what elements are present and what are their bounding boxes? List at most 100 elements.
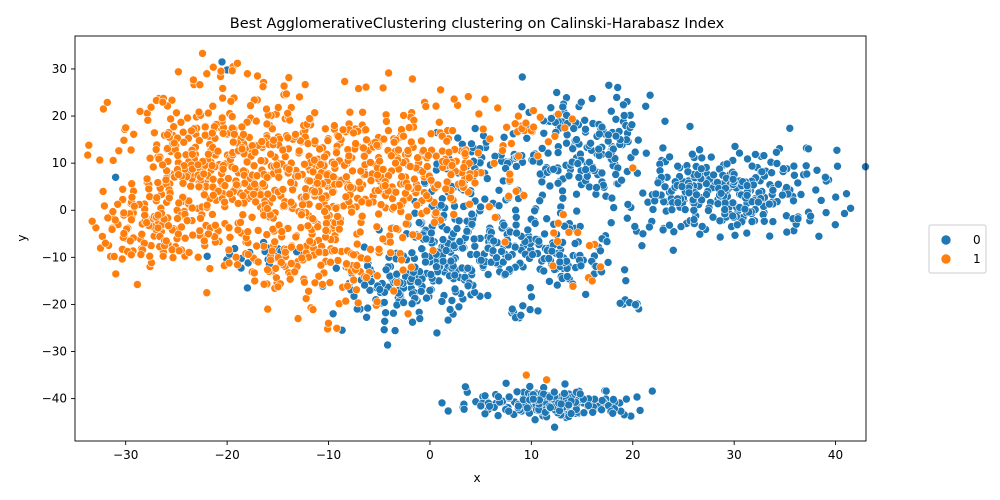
scatter-point-series-1	[204, 229, 213, 239]
chart-title: Best AgglomerativeClustering clustering …	[230, 16, 725, 32]
scatter-point-series-1	[211, 221, 220, 230]
scatter-point-series-1	[166, 114, 175, 124]
scatter-point-series-1	[405, 162, 415, 171]
scatter-point-series-1	[250, 147, 260, 157]
scatter-point-series-0	[708, 212, 718, 222]
scatter-point-series-0	[447, 296, 457, 305]
scatter-point-series-0	[667, 205, 677, 214]
scatter-point-series-0	[702, 179, 711, 188]
scatter-point-series-1	[408, 74, 417, 84]
scatter-point-series-0	[793, 178, 803, 188]
scatter-point-series-1	[406, 262, 416, 272]
scatter-point-series-1	[363, 254, 372, 264]
scatter-point-series-0	[742, 181, 752, 190]
scatter-point-series-1	[553, 237, 562, 246]
scatter-point-series-0	[603, 258, 613, 267]
scatter-point-series-1	[504, 191, 514, 201]
scatter-point-series-1	[295, 243, 305, 252]
scatter-point-series-1	[297, 210, 306, 219]
scatter-point-series-1	[296, 223, 306, 232]
scatter-point-series-0	[560, 389, 569, 398]
scatter-point-series-1	[258, 82, 268, 91]
scatter-point-series-1	[449, 210, 459, 219]
scatter-point-series-1	[145, 153, 155, 163]
scatter-point-series-0	[443, 406, 453, 416]
scatter-point-series-0	[486, 257, 496, 267]
scatter-point-series-1	[459, 163, 469, 172]
scatter-point-series-0	[772, 148, 781, 157]
scatter-point-series-0	[637, 241, 647, 250]
x-axis-label: x	[473, 471, 480, 485]
scatter-point-series-1	[372, 222, 382, 232]
scatter-point-series-0	[596, 246, 605, 256]
scatter-point-series-0	[861, 162, 870, 171]
scatter-point-series-1	[213, 146, 223, 156]
scatter-point-series-1	[320, 152, 329, 162]
scatter-point-series-0	[463, 263, 473, 273]
scatter-point-series-1	[232, 180, 241, 190]
scatter-point-series-1	[330, 159, 339, 169]
x-tick-label: 40	[828, 448, 843, 462]
scatter-point-series-1	[567, 114, 577, 124]
scatter-point-series-1	[233, 199, 243, 208]
scatter-point-series-0	[569, 124, 579, 133]
scatter-point-series-1	[187, 203, 197, 213]
scatter-point-series-1	[180, 233, 190, 243]
scatter-point-series-1	[103, 213, 113, 223]
scatter-point-series-1	[286, 178, 296, 187]
scatter-point-series-0	[459, 404, 469, 414]
scatter-point-series-0	[575, 389, 585, 399]
scatter-point-series-1	[348, 166, 357, 176]
scatter-point-series-0	[574, 173, 584, 182]
scatter-point-series-1	[136, 250, 146, 259]
scatter-point-series-0	[704, 206, 713, 215]
scatter-point-series-0	[812, 166, 822, 175]
scatter-point-series-0	[545, 277, 554, 286]
scatter-point-series-1	[119, 208, 129, 218]
scatter-point-series-1	[533, 151, 543, 161]
scatter-point-series-1	[375, 156, 384, 166]
scatter-point-series-0	[676, 222, 686, 231]
scatter-point-series-0	[695, 145, 704, 154]
scatter-point-series-0	[463, 281, 473, 291]
scatter-point-series-1	[195, 80, 205, 89]
scatter-point-series-1	[470, 178, 480, 188]
scatter-point-series-1	[447, 161, 457, 170]
scatter-point-series-0	[840, 209, 849, 218]
scatter-point-series-0	[540, 229, 549, 239]
scatter-point-series-1	[352, 285, 361, 295]
scatter-point-series-1	[208, 175, 218, 184]
scatter-point-series-1	[230, 164, 240, 173]
scatter-point-series-1	[334, 132, 343, 141]
scatter-point-series-1	[200, 190, 209, 200]
scatter-point-series-0	[556, 399, 566, 409]
scatter-point-series-1	[119, 136, 129, 145]
scatter-point-series-1	[542, 375, 551, 385]
scatter-point-series-0	[689, 206, 699, 215]
scatter-point-series-1	[236, 218, 245, 227]
scatter-point-series-0	[720, 205, 730, 214]
scatter-point-series-0	[754, 197, 763, 207]
scatter-point-series-1	[100, 201, 109, 211]
scatter-point-series-0	[665, 152, 674, 162]
scatter-point-series-1	[372, 140, 382, 150]
scatter-point-series-0	[747, 217, 757, 226]
scatter-point-series-0	[494, 186, 504, 195]
scatter-point-series-1	[251, 116, 261, 126]
scatter-point-series-1	[291, 232, 301, 242]
scatter-point-series-0	[467, 209, 477, 219]
scatter-point-series-1	[242, 157, 252, 167]
scatter-point-series-1	[283, 109, 293, 118]
y-axis: −40 −30 −20 −10 0 10 20 30	[42, 62, 75, 406]
scatter-point-series-1	[269, 135, 278, 145]
scatter-point-series-1	[174, 67, 183, 77]
scatter-point-series-1	[321, 226, 331, 235]
scatter-point-series-1	[233, 260, 242, 270]
scatter-point-series-1	[507, 139, 516, 148]
scatter-point-series-0	[482, 174, 492, 183]
scatter-point-series-1	[349, 128, 358, 138]
scatter-point-series-1	[174, 198, 184, 208]
scatter-point-series-1	[178, 179, 188, 188]
scatter-point-series-0	[586, 139, 595, 148]
scatter-point-series-0	[525, 283, 535, 293]
